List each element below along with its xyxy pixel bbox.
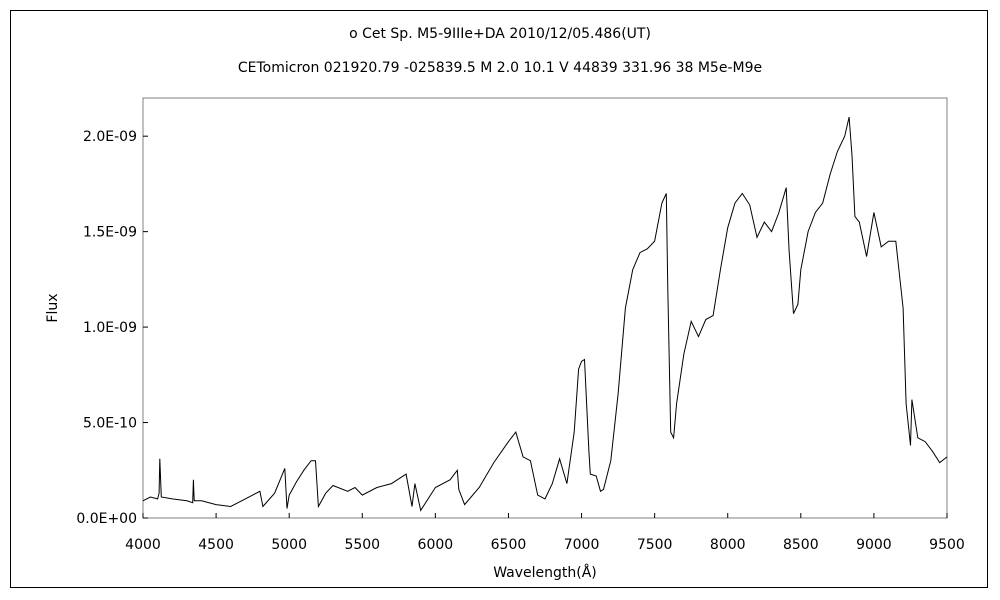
y-tick-label: 1.0E-09 [83, 320, 137, 336]
chart-frame [10, 10, 988, 588]
x-axis-label: Wavelength(Å) [493, 564, 597, 581]
spectrum-line [142, 116, 948, 512]
x-tick-label: 6000 [418, 537, 454, 553]
x-tick-label: 8000 [710, 537, 746, 553]
y-tick-label: 2.0E-09 [83, 129, 137, 145]
chart-title-line1: o Cet Sp. M5-9IIIe+DA 2010/12/05.486(UT) [349, 26, 651, 42]
plot-area [142, 97, 948, 519]
x-tick-label: 4500 [198, 537, 234, 553]
x-tick-label: 9000 [856, 537, 892, 553]
x-tick-label: 9500 [929, 537, 965, 553]
x-tick-label: 7000 [564, 537, 600, 553]
y-axis: 0.0E+00 5.0E-10 1.0E-09 1.5E-09 2.0E-09 [76, 129, 148, 527]
x-tick-label: 4000 [125, 537, 161, 553]
x-tick-label: 8500 [783, 537, 819, 553]
chart-title-line2: CETomicron 021920.79 -025839.5 M 2.0 10.… [237, 60, 763, 76]
x-axis: 4000 4500 5000 5500 6000 6500 7000 7500 8000 8500… [125, 513, 965, 553]
x-tick-label: 6500 [491, 537, 527, 553]
x-tick-label: 7500 [637, 537, 673, 553]
x-tick-label: 5500 [344, 537, 380, 553]
y-tick-label: 0.0E+00 [76, 511, 137, 527]
y-tick-label: 5.0E-10 [83, 416, 137, 432]
y-axis-label: Flux [45, 293, 61, 322]
x-tick-label: 5000 [271, 537, 307, 553]
y-tick-label: 1.5E-09 [83, 225, 137, 241]
